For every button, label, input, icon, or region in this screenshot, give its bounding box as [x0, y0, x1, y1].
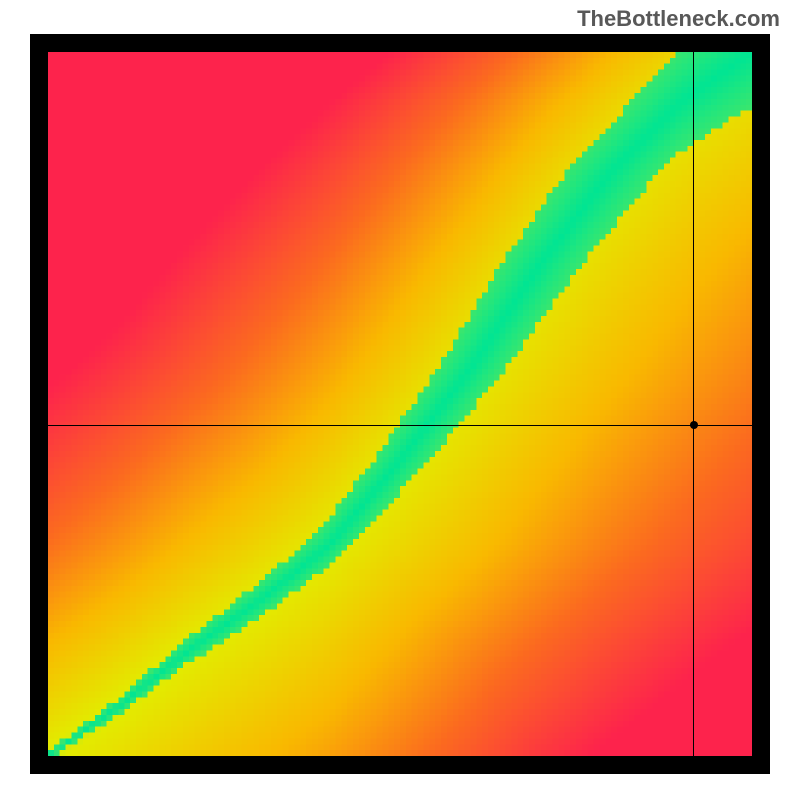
crosshair-horizontal	[48, 425, 752, 426]
chart-frame	[30, 34, 770, 774]
crosshair-vertical	[693, 52, 694, 756]
crosshair-marker	[690, 421, 698, 429]
bottleneck-heatmap	[48, 52, 752, 756]
watermark-text: TheBottleneck.com	[577, 6, 780, 32]
